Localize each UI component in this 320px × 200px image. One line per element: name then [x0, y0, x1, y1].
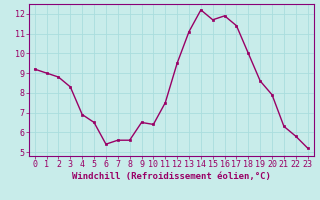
X-axis label: Windchill (Refroidissement éolien,°C): Windchill (Refroidissement éolien,°C) — [72, 172, 271, 181]
